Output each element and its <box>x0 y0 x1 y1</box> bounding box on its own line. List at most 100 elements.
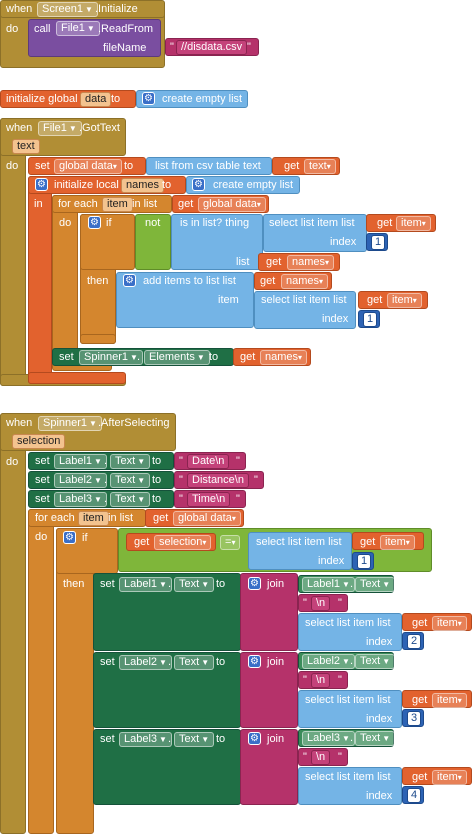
set-label2-text-block[interactable] <box>28 471 174 489</box>
get-item-block[interactable] <box>402 613 472 631</box>
select-list-item-block[interactable] <box>298 767 402 805</box>
global-var-name-field[interactable]: data <box>80 92 112 107</box>
label3-text-getter[interactable] <box>298 729 394 747</box>
time-text-value[interactable]: Time\n <box>187 492 231 507</box>
gear-icon[interactable]: ⚙ <box>35 178 48 191</box>
label1-text-getter[interactable] <box>298 575 394 593</box>
set-label1-text-block[interactable] <box>28 452 174 470</box>
set-global-data-block[interactable] <box>28 157 146 175</box>
text-property-dropdown[interactable]: Text ▼ <box>174 655 215 670</box>
index-value[interactable]: 3 <box>407 711 421 726</box>
get-names-block[interactable] <box>254 272 332 290</box>
selection-var-dropdown[interactable]: selection▾ <box>154 535 212 550</box>
index-value[interactable]: 2 <box>407 634 421 649</box>
get-item-block[interactable] <box>366 214 436 232</box>
get-item-block[interactable] <box>358 291 428 309</box>
gear-icon[interactable]: ⚙ <box>248 577 261 590</box>
set-label1-join-block[interactable] <box>93 573 241 651</box>
file1-component-dropdown[interactable]: File1 ▼ <box>56 21 100 36</box>
elements-property-dropdown[interactable]: Elements ▼ <box>144 350 210 365</box>
label1-component-dropdown[interactable]: Label1 ▼ <box>119 577 172 592</box>
distance-text-value[interactable]: Distance\n <box>187 473 249 488</box>
for-each-item-block[interactable] <box>52 195 78 370</box>
selection-param[interactable]: selection <box>12 434 66 449</box>
label2-component-dropdown[interactable]: Label2 ▼ <box>302 654 355 669</box>
item-var-field[interactable]: item <box>102 197 133 212</box>
label2-component-dropdown[interactable]: Label2 ▼ <box>54 473 107 488</box>
text-param[interactable]: text <box>12 139 40 154</box>
newline-text-value[interactable]: \n <box>311 673 331 688</box>
global-data-dropdown[interactable]: global data▾ <box>198 197 266 212</box>
index-value[interactable]: 1 <box>371 235 385 250</box>
gear-icon[interactable]: ⚙ <box>88 216 101 229</box>
create-empty-list-block[interactable] <box>136 90 248 108</box>
label2-text-getter[interactable] <box>298 652 394 670</box>
select-list-item-block[interactable] <box>248 532 352 570</box>
index-value[interactable]: 1 <box>363 312 377 327</box>
item-var-dropdown[interactable]: item▾ <box>396 216 431 231</box>
get-item-block[interactable] <box>402 690 472 708</box>
get-item-block[interactable] <box>352 532 424 550</box>
get-names-block[interactable] <box>233 348 311 366</box>
call-file-readfrom-block[interactable] <box>28 19 161 57</box>
newline-text-value[interactable]: \n <box>311 750 331 765</box>
names-var-dropdown[interactable]: names▾ <box>281 274 329 289</box>
initialize-local-block[interactable] <box>28 176 52 384</box>
global-data-dropdown[interactable]: global data▾ <box>54 159 122 174</box>
get-item-block[interactable] <box>402 767 472 785</box>
select-list-item-block[interactable] <box>298 690 402 728</box>
text-var-dropdown[interactable]: text▾ <box>304 159 336 174</box>
label1-component-dropdown[interactable]: Label1 ▼ <box>302 577 355 592</box>
get-global-data-block[interactable] <box>145 509 244 527</box>
not-block[interactable] <box>135 214 171 270</box>
item-var-dropdown[interactable]: item▾ <box>432 770 467 785</box>
text-property-dropdown[interactable]: Text ▼ <box>110 492 151 507</box>
text-property-dropdown[interactable]: Text ▼ <box>110 473 151 488</box>
get-names-block[interactable] <box>258 253 340 271</box>
item-var-field[interactable]: item <box>78 511 109 526</box>
text-property-dropdown[interactable]: Text ▼ <box>110 454 151 469</box>
filename-value[interactable]: //disdata.csv <box>176 40 248 55</box>
gear-icon[interactable]: ⚙ <box>142 92 155 105</box>
select-list-item-block[interactable] <box>254 291 356 329</box>
index-value[interactable]: 1 <box>357 554 371 569</box>
gear-icon[interactable]: ⚙ <box>123 274 136 287</box>
local-names-field[interactable]: names <box>121 178 165 193</box>
compare-operator-dropdown[interactable]: =▾ <box>220 535 241 550</box>
item-var-dropdown[interactable]: item▾ <box>432 616 467 631</box>
label3-component-dropdown[interactable]: Label3 ▼ <box>54 492 107 507</box>
select-list-item-block[interactable] <box>263 214 367 252</box>
set-label3-join-block[interactable] <box>93 729 241 805</box>
spinner1-afterselecting-event-block[interactable] <box>0 413 26 834</box>
newline-text-value[interactable]: \n <box>311 596 331 611</box>
list-from-csv-block[interactable] <box>146 157 272 175</box>
text-property-dropdown[interactable]: Text ▼ <box>355 654 396 669</box>
join-block[interactable] <box>240 652 298 728</box>
label3-component-dropdown[interactable]: Label3 ▼ <box>119 732 172 747</box>
create-empty-list-block[interactable] <box>186 176 300 194</box>
item-var-dropdown[interactable]: item▾ <box>387 293 422 308</box>
gear-icon[interactable]: ⚙ <box>63 531 76 544</box>
spinner1-component-dropdown[interactable]: Spinner1 ▼ <box>79 350 143 365</box>
for-each-item-block[interactable] <box>28 509 54 834</box>
if-then-block[interactable] <box>56 528 94 834</box>
gear-icon[interactable]: ⚙ <box>248 655 261 668</box>
add-items-to-list-block[interactable] <box>116 272 254 328</box>
get-global-data-block[interactable] <box>172 195 269 213</box>
get-text-block[interactable] <box>272 157 340 175</box>
date-text-value[interactable]: Date\n <box>187 454 230 469</box>
screen1-component-dropdown[interactable]: Screen1 ▼ <box>37 2 98 17</box>
text-property-dropdown[interactable]: Text ▼ <box>174 577 215 592</box>
names-var-dropdown[interactable]: names▾ <box>287 255 335 270</box>
select-list-item-block[interactable] <box>298 613 402 651</box>
label1-component-dropdown[interactable]: Label1 ▼ <box>54 454 107 469</box>
item-var-dropdown[interactable]: item▾ <box>432 693 467 708</box>
text-property-dropdown[interactable]: Text ▼ <box>355 731 396 746</box>
label2-component-dropdown[interactable]: Label2 ▼ <box>119 655 172 670</box>
text-property-dropdown[interactable]: Text ▼ <box>355 577 396 592</box>
file1-component-dropdown[interactable]: File1 ▼ <box>38 121 82 136</box>
text-property-dropdown[interactable]: Text ▼ <box>174 732 215 747</box>
get-selection-block[interactable] <box>126 533 216 551</box>
is-in-list-block[interactable] <box>171 214 263 270</box>
gear-icon[interactable]: ⚙ <box>248 732 261 745</box>
